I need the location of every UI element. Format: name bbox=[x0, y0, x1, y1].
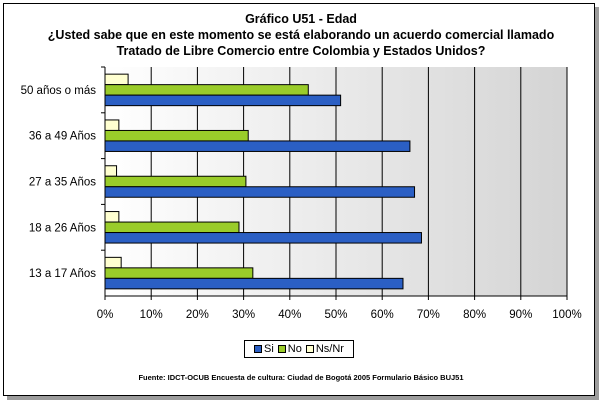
x-tick-label: 90% bbox=[509, 309, 532, 321]
bar-nsnr bbox=[104, 119, 120, 131]
legend-swatch-no bbox=[277, 345, 286, 353]
bar-no bbox=[104, 129, 249, 142]
bar-no bbox=[104, 84, 309, 96]
x-tick-label: 60% bbox=[371, 309, 394, 321]
x-tick-label: 30% bbox=[232, 309, 255, 321]
chart-source-note: Fuente: IDCT-OCUB Encuesta de cultura: C… bbox=[138, 373, 464, 382]
bar-nsnr bbox=[104, 73, 129, 86]
x-tick-label: 50% bbox=[324, 309, 347, 321]
chart-legend: Si No Ns/Nr bbox=[244, 340, 354, 358]
legend-item-si: Si bbox=[254, 343, 274, 355]
legend-label-si: Si bbox=[264, 343, 274, 355]
bar-no bbox=[104, 221, 240, 234]
legend-swatch-nsnr bbox=[305, 345, 314, 353]
y-category-label: 13 a 17 Años bbox=[29, 268, 96, 280]
bar-nsnr bbox=[104, 165, 118, 177]
bar-si bbox=[104, 232, 422, 244]
bar-nsnr bbox=[104, 211, 120, 223]
x-tick-label: 20% bbox=[186, 309, 209, 321]
y-category-label: 27 a 35 Años bbox=[29, 177, 96, 189]
legend-label-no: No bbox=[287, 343, 302, 355]
chart-title-line-1: Gráfico U51 - Edad bbox=[245, 12, 357, 26]
legend-label-nsnr: Ns/Nr bbox=[315, 343, 344, 355]
x-tick-label: 100% bbox=[552, 309, 581, 321]
x-tick-label: 70% bbox=[417, 309, 440, 321]
bar-nsnr bbox=[104, 256, 122, 269]
x-tick-label: 0% bbox=[97, 309, 114, 321]
x-tick-label: 40% bbox=[278, 309, 301, 321]
legend-swatch-si bbox=[254, 345, 263, 353]
bar-no bbox=[104, 175, 247, 188]
y-category-label: 18 a 26 Años bbox=[29, 222, 96, 234]
chart-title-line-2: ¿Usted sabe que en este momento se está … bbox=[47, 28, 555, 42]
bar-si bbox=[104, 94, 342, 107]
chart-title-line-3: Tratado de Libre Comercio entre Colombia… bbox=[116, 44, 486, 58]
x-tick-label: 10% bbox=[140, 309, 163, 321]
x-tick-label: 80% bbox=[463, 309, 486, 321]
legend-item-no: No bbox=[277, 343, 302, 355]
legend-item-nsnr: Ns/Nr bbox=[305, 343, 344, 355]
bar-si bbox=[104, 277, 404, 290]
y-category-label: 50 años o más bbox=[21, 85, 97, 97]
bar-no bbox=[104, 267, 254, 279]
y-category-label: 36 a 49 Años bbox=[29, 131, 96, 143]
bar-si bbox=[104, 186, 416, 198]
bar-si bbox=[104, 140, 411, 152]
